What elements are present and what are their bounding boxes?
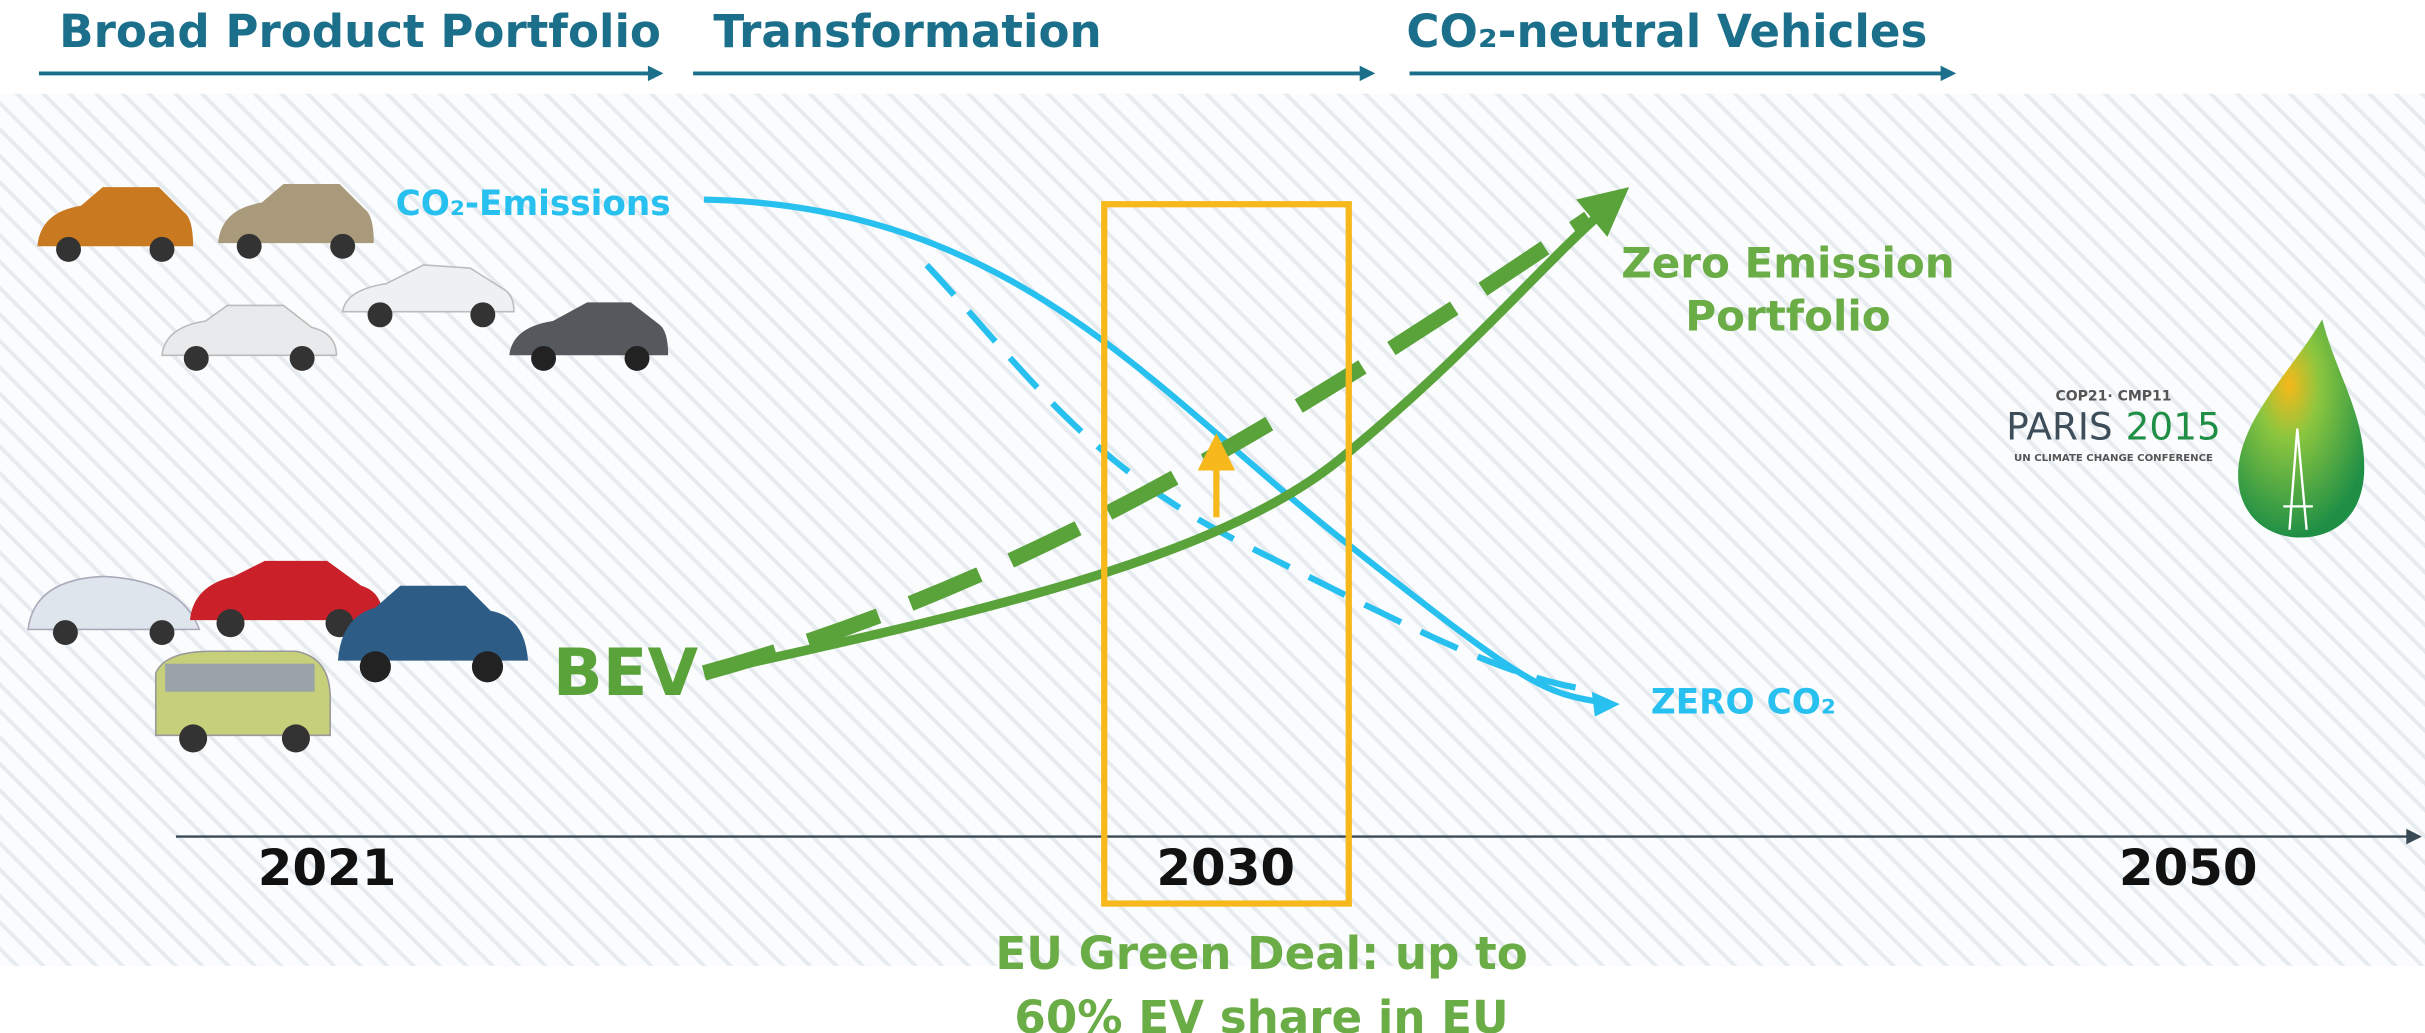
co2-label: CO₂-Emissions [396,184,671,224]
caption: EU Green Deal: up to [995,927,1527,980]
phase-title: Broad Product Portfolio [59,5,661,58]
year-label: 2050 [2119,839,2258,897]
logo-title: PARIS 2015 [2006,404,2220,448]
phase-arrows [39,66,1956,82]
bev-label: BEV [553,635,699,711]
year-label: 2021 [258,839,397,897]
logo-sub: UN CLIMATE CHANGE CONFERENCE [2014,453,2213,464]
zero-co2-label: ZERO CO₂ [1651,683,1836,723]
logo-year: 2015 [2126,404,2221,448]
logo-paris: PARIS [2006,404,2112,448]
zero-emission-label: Zero Emission [1621,238,1955,287]
zero-emission-label: Portfolio [1685,291,1890,340]
year-label: 2030 [1156,839,1295,897]
page: {"phases": ["Broad Product Portfolio", "… [0,0,2425,1033]
slide: Broad Product Portfolio Transformation C… [0,0,2425,1033]
phase-title: CO₂-neutral Vehicles [1406,5,1927,58]
caption: 60% EV share in EU [1014,991,1508,1033]
logo-top: COP21· CMP11 [2055,388,2171,404]
phase-title: Transformation [713,5,1101,58]
